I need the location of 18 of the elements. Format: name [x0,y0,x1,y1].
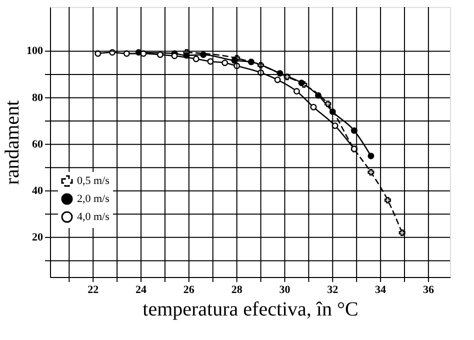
x-tick-label: 30 [279,284,291,296]
y-tick-label: 20 [32,231,44,244]
x-tick-label: 24 [136,284,148,296]
y-tick-label: 80 [32,92,44,104]
x-tick-label: 22 [88,284,100,296]
y-tick-label: 60 [32,138,44,150]
legend-label: 2,0 m/s [77,193,110,205]
x-tick-label: 34 [375,284,387,296]
legend-label: 4,0 m/s [77,211,110,223]
x-tick-label: 36 [422,284,434,296]
y-tick-label: 100 [26,45,44,58]
x-axis-title: temperatura efectiva, în °C [142,298,358,320]
x-tick-label: 26 [183,284,195,296]
x-tick-label: 32 [327,284,339,296]
y-axis-title: randament [2,100,24,185]
x-tick-label: 28 [231,284,243,296]
y-tick-label: 40 [32,184,44,197]
legend-label: 0,5 m/s [77,175,110,187]
